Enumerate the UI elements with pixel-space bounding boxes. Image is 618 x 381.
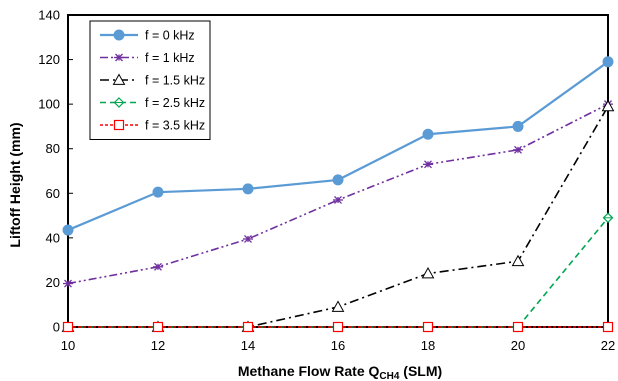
- data-point: [332, 174, 344, 186]
- y-tick-label: 120: [38, 52, 60, 67]
- series-0: [62, 56, 614, 236]
- data-point: [602, 321, 614, 333]
- data-point: [423, 160, 433, 169]
- legend-label: f = 3.5 kHz: [145, 119, 205, 133]
- y-tick-label: 80: [46, 141, 60, 156]
- legend-entry: f = 0 kHz: [100, 29, 195, 43]
- data-point: [333, 196, 343, 204]
- data-point: [602, 212, 614, 224]
- legend-entry: f = 3.5 kHz: [100, 119, 205, 133]
- legend-label: f = 2.5 kHz: [145, 96, 205, 110]
- data-point: [331, 300, 345, 312]
- x-tick-label: 14: [241, 338, 255, 353]
- data-point: [421, 266, 435, 279]
- x-axis-title-subscript: CH4: [379, 371, 399, 381]
- legend-label: f = 1 kHz: [145, 51, 195, 65]
- series-4: [62, 321, 614, 333]
- data-point: [242, 321, 254, 333]
- legend-label: f = 1.5 kHz: [145, 74, 205, 88]
- data-point: [511, 254, 525, 267]
- legend-marker: [113, 29, 125, 41]
- y-axis-ticks: 0 20 40 60 80 100 120 140: [38, 8, 73, 335]
- data-point: [242, 183, 254, 195]
- legend-entry: f = 1.5 kHz: [100, 73, 205, 88]
- data-point: [152, 186, 164, 198]
- legend-marker: [113, 119, 125, 131]
- legend-marker: [112, 73, 126, 85]
- y-tick-label: 100: [38, 97, 60, 112]
- x-tick-label: 18: [421, 338, 435, 353]
- y-tick-label: 40: [46, 230, 60, 245]
- data-point: [62, 224, 74, 236]
- legend-marker: [114, 53, 124, 62]
- x-axis-title: Methane Flow Rate QCH4 (SLM): [238, 363, 442, 381]
- series-1: [63, 100, 613, 288]
- legend-box: [89, 20, 211, 140]
- series-layer: [61, 56, 615, 333]
- legend: f = 0 kHz f = 1 kHz f = 1.5 kHz f = 2.5 kHz…: [89, 20, 211, 140]
- data-point: [601, 99, 615, 112]
- data-point: [243, 235, 253, 243]
- legend-marker: [113, 97, 125, 108]
- x-tick-label: 22: [601, 338, 615, 353]
- x-tick-label: 20: [511, 338, 525, 353]
- legend-label: f = 0 kHz: [145, 29, 195, 43]
- x-axis-ticks: 10 12 14 16 18 20 22: [61, 322, 615, 353]
- data-point: [62, 321, 74, 333]
- data-point: [422, 128, 434, 140]
- data-point: [422, 321, 434, 333]
- y-axis-title: Liftoff Height (mm): [7, 122, 23, 247]
- data-point: [152, 321, 164, 333]
- y-tick-label: 140: [38, 8, 60, 23]
- legend-entry: f = 1 kHz: [100, 51, 195, 65]
- x-tick-label: 16: [331, 338, 345, 353]
- data-point: [513, 145, 523, 154]
- data-point: [512, 120, 524, 132]
- y-tick-label: 0: [53, 320, 60, 335]
- data-point: [332, 321, 344, 333]
- series-3: [62, 212, 614, 333]
- data-point: [153, 262, 163, 271]
- x-tick-label: 12: [151, 338, 165, 353]
- data-point: [602, 56, 614, 68]
- x-axis-title-units: (SLM): [399, 363, 442, 379]
- data-point: [512, 321, 524, 333]
- legend-entry: f = 2.5 kHz: [100, 96, 205, 110]
- data-point: [63, 279, 73, 288]
- y-tick-label: 60: [46, 186, 60, 201]
- x-tick-label: 10: [61, 338, 75, 353]
- y-tick-label: 20: [46, 275, 60, 290]
